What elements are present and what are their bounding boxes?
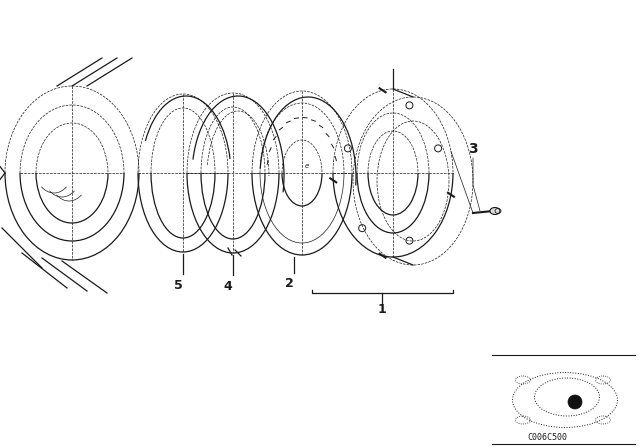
Text: 4: 4 (223, 280, 232, 293)
Text: 3: 3 (468, 142, 478, 156)
Text: 2: 2 (285, 276, 293, 289)
Circle shape (568, 395, 582, 409)
Text: 5: 5 (173, 279, 182, 292)
Text: e: e (305, 163, 309, 169)
Ellipse shape (490, 207, 500, 215)
Text: 1: 1 (378, 303, 387, 316)
Text: C006C500: C006C500 (527, 433, 567, 442)
